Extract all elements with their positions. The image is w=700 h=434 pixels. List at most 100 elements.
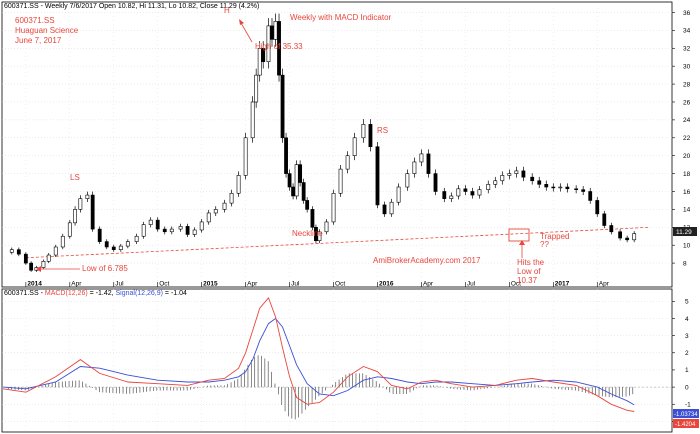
high-label: High of 35.33 (255, 42, 303, 51)
candle-down (551, 186, 556, 189)
candle-up (222, 202, 227, 210)
candle-up (396, 186, 401, 203)
price-y-tick-label: 10 (683, 242, 691, 249)
macd-y-tick-label: -1 (685, 402, 691, 409)
candle-up (85, 194, 90, 199)
price-y-tick-label: 26 (683, 99, 691, 106)
candle-up (254, 74, 259, 103)
candle-down (261, 47, 266, 63)
candle-down (90, 194, 95, 230)
candle-down (23, 253, 28, 264)
candle-up (273, 21, 278, 40)
candle-up (169, 228, 174, 233)
price-badge-text: 11.29 (676, 229, 692, 236)
candle-up (243, 137, 248, 176)
info-date: June 7, 2017 (15, 36, 62, 45)
gridlines (2, 8, 672, 432)
x-axis-ticks: 2014 Apr Jul Oct 2015 Apr Jul Oct 2016 Apr Jul Oct 2… (25, 281, 610, 288)
candle-up (67, 222, 72, 237)
left-shoulder-label: LS (70, 173, 80, 182)
candlestick-series (9, 13, 637, 272)
candle-up (294, 164, 299, 197)
candle-up (236, 175, 241, 194)
candle-down (602, 213, 607, 226)
candle-down (155, 219, 160, 230)
hits-arrowhead (519, 240, 525, 245)
candle-up (317, 231, 322, 242)
low-label: Low of 6.785 (82, 264, 128, 273)
macd-line (2, 297, 635, 412)
candle-down (382, 204, 387, 215)
candle-down (162, 228, 167, 233)
price-badge (673, 227, 697, 236)
candle-down (537, 180, 542, 185)
trapped-label: Trapped (540, 232, 570, 241)
hits-label-line2: Low of (517, 267, 541, 276)
candle-down (625, 237, 630, 241)
macd-header-value: = -1.42, (88, 290, 116, 297)
macd-y-tick-label: 4 (685, 316, 689, 323)
candle-up (514, 170, 519, 174)
signal-header-value: = -1.04 (163, 290, 187, 297)
candle-up (507, 173, 512, 176)
price-y-tick-label: 30 (683, 63, 691, 70)
macd-badge-text: -1.03734 (674, 412, 698, 418)
candle-up (141, 224, 146, 237)
candle-down (104, 241, 109, 248)
candle-down (565, 186, 570, 190)
macd-header-label: MACD(12,26) (45, 290, 88, 297)
candle-down (375, 146, 380, 206)
candle-down (588, 191, 593, 201)
price-y-tick-label: 34 (683, 28, 691, 35)
neckline-label: Neckline (292, 229, 323, 238)
info-company: Huaguan Science (15, 26, 79, 35)
candle-down (287, 173, 292, 188)
x-tick-label: Apr (71, 281, 82, 288)
signal-header-label: Signal(12,26,9) (116, 290, 163, 297)
x-tick-label: Apr (599, 281, 610, 288)
candle-down (284, 137, 288, 174)
price-header: 600371.SS - Weekly 7/6/2017 Open 10.82, … (4, 3, 259, 10)
candle-up (361, 124, 366, 139)
candle-down (111, 246, 116, 250)
hits-label-line3: 10.37 (517, 276, 538, 285)
macd-lines (2, 297, 635, 412)
price-y-tick-label: 28 (683, 81, 691, 88)
candle-down (618, 231, 623, 239)
candle-down (314, 226, 318, 242)
watermark: AmiBrokerAcademy.com 2017 (373, 256, 481, 265)
candle-up (558, 186, 563, 189)
right-shoulder-label: RS (377, 126, 388, 135)
candle-down (301, 182, 306, 201)
candle-up (118, 245, 123, 250)
candle-up (486, 184, 491, 191)
macd-header-prefix: 600371.SS - (4, 290, 45, 297)
candle-down (595, 200, 600, 215)
candle-down (291, 186, 295, 197)
macd-y-tick-label: 3 (685, 333, 689, 340)
candle-down (298, 164, 303, 183)
candle-up (73, 209, 77, 224)
candle-down (305, 200, 310, 210)
candle-down (280, 74, 285, 139)
x-tick-label: Jul (291, 281, 300, 288)
candle-up (405, 173, 410, 188)
candle-down (277, 21, 281, 76)
hits-label-line1: Hits the (517, 258, 545, 267)
price-y-tick-label: 22 (683, 135, 691, 142)
candle-up (148, 219, 153, 225)
macd-badge (673, 409, 699, 418)
trapped-question: ?? (540, 240, 549, 249)
x-tick-label: Oct (159, 281, 169, 288)
x-tick-label: Apr (247, 281, 258, 288)
candle-up (257, 47, 262, 76)
candle-down (426, 153, 431, 174)
candle-down (521, 170, 526, 178)
candle-up (213, 209, 218, 214)
x-tick-label: Apr (423, 281, 434, 288)
candle-up (419, 153, 424, 163)
candle-up (493, 180, 498, 185)
candle-up (324, 221, 329, 233)
